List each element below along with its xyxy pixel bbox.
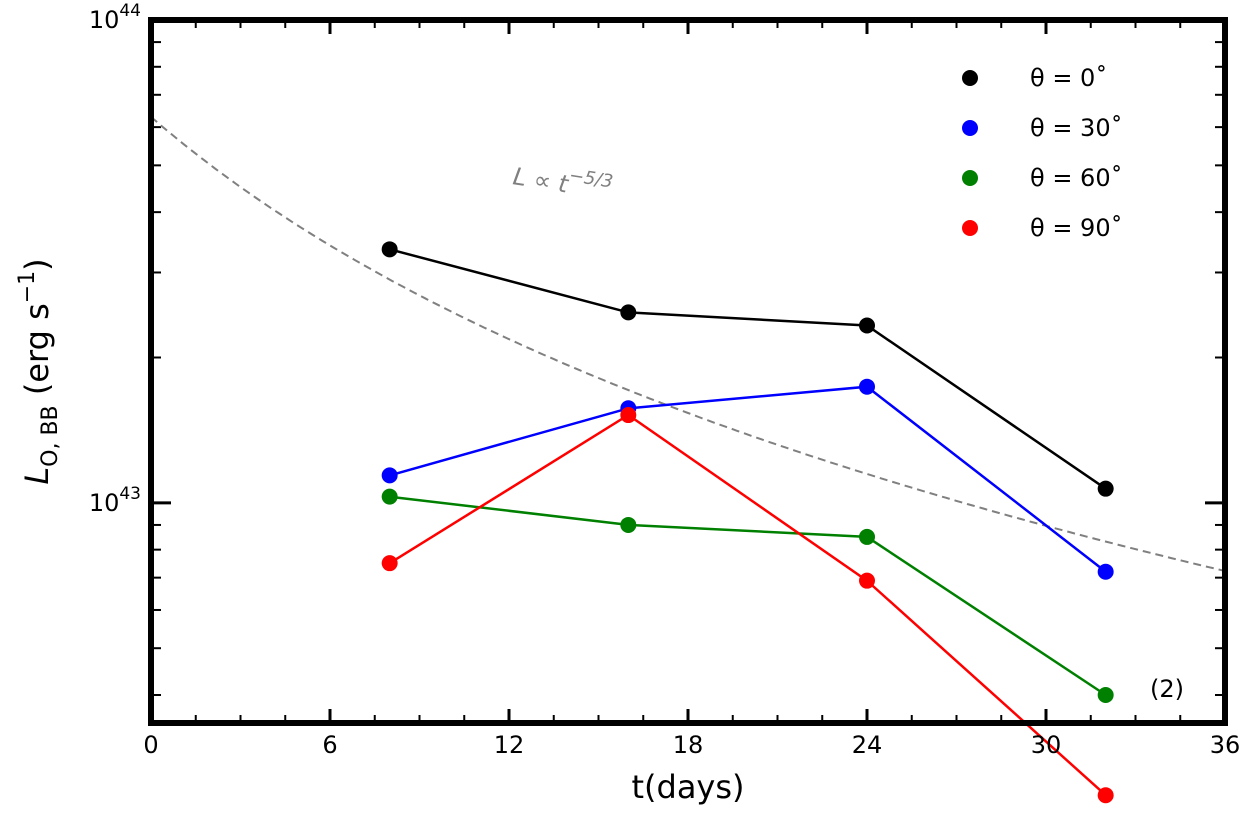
data-point — [381, 488, 398, 505]
reference-line-label: L ∝ t−5/3 — [511, 156, 614, 205]
series-line — [389, 495, 1107, 697]
legend-label: θ = 60˚ — [1030, 164, 1123, 192]
data-point — [620, 304, 637, 321]
legend-label: θ = 90˚ — [1030, 214, 1123, 242]
panel-annotation: (2) — [1150, 675, 1184, 703]
data-point — [859, 317, 875, 334]
y-tick-label-base: 10 — [89, 489, 120, 517]
legend-marker — [962, 70, 978, 86]
data-point — [859, 572, 875, 589]
legend-label: θ = 30˚ — [1030, 114, 1123, 142]
y-tick-label-exponent: 43 — [119, 484, 141, 504]
y-axis-label-unit: (erg s — [18, 303, 56, 405]
data-point — [620, 407, 637, 424]
data-point — [381, 467, 398, 484]
y-tick-label: 1043 — [89, 484, 141, 517]
series-line — [389, 413, 1107, 797]
x-tick-label: 0 — [143, 731, 158, 759]
data-point — [381, 555, 398, 572]
y-tick-label-exponent: 44 — [119, 1, 141, 21]
series-line — [389, 385, 1107, 573]
data-point — [1097, 563, 1114, 580]
y-axis-label-sub: O, BB — [38, 405, 63, 467]
reference-line-label-main: L ∝ t — [511, 162, 571, 199]
y-axis-label-main: L — [18, 467, 56, 485]
x-tick-labels: 0 6 12 18 24 30 36 — [143, 731, 1240, 759]
x-tick-label: 6 — [322, 731, 337, 759]
x-tick-label: 18 — [673, 731, 704, 759]
legend-marker — [962, 120, 978, 136]
series-line — [389, 248, 1107, 490]
data-point — [620, 516, 637, 533]
legend-marker — [962, 170, 978, 186]
x-tick-label: 30 — [1031, 731, 1062, 759]
data-point — [1097, 686, 1114, 703]
x-axis-label: t(days) — [631, 768, 744, 806]
plot-frame — [148, 17, 1228, 726]
data-point — [1097, 480, 1114, 497]
series-3 — [381, 407, 1114, 804]
series-2 — [381, 488, 1114, 703]
data-point — [859, 528, 875, 545]
y-axis-label: LO, BB (erg s−1) — [15, 258, 63, 484]
data-point — [1097, 787, 1114, 804]
y-axis-label-unit-close: ) — [18, 258, 56, 270]
legend-marker — [962, 220, 978, 236]
series-0 — [381, 241, 1114, 497]
data-point — [859, 378, 875, 395]
series-1 — [381, 378, 1114, 580]
x-tick-label: 24 — [852, 731, 883, 759]
reference-line-label-sup: −5/3 — [568, 165, 615, 193]
legend: θ = 0˚ θ = 30˚ θ = 60˚ θ = 90˚ — [962, 64, 1123, 242]
series-group — [381, 241, 1114, 804]
x-tick-label: 36 — [1210, 731, 1241, 759]
y-tick-label: 1044 — [89, 1, 141, 34]
data-point — [381, 241, 398, 258]
x-tick-label: 12 — [494, 731, 525, 759]
y-axis-label-unit-sup: −1 — [15, 271, 40, 303]
legend-label: θ = 0˚ — [1030, 64, 1107, 92]
y-tick-label-base: 10 — [89, 6, 120, 34]
